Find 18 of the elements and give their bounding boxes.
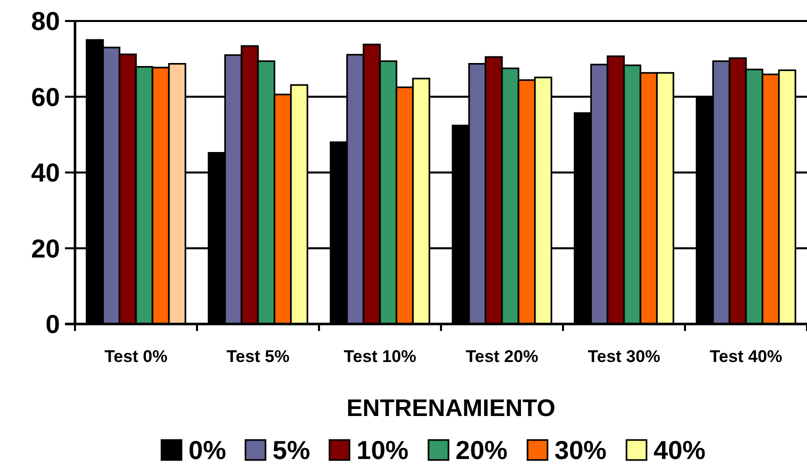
x-tick-label: Test 30% — [588, 347, 660, 366]
legend-label: 20% — [456, 435, 508, 465]
x-tick-label: Test 5% — [226, 347, 290, 366]
y-tick-label: 0 — [46, 309, 60, 340]
legend-label: 40% — [654, 435, 706, 465]
y-tick-label: 20 — [31, 233, 60, 264]
x-tick-label: Test 0% — [104, 347, 168, 366]
x-tick-label: Test 10% — [344, 347, 416, 366]
x-axis-title: ENTRENAMIENTO — [346, 395, 556, 422]
x-tick-label: Test 20% — [466, 347, 538, 366]
x-tick-label: Test 40% — [710, 347, 782, 366]
y-tick-label: 60 — [31, 82, 60, 112]
legend-label: 0% — [188, 435, 226, 465]
legend-label: 10% — [356, 435, 409, 465]
legend-label: 30% — [554, 435, 607, 465]
y-tick-label: 80 — [31, 6, 60, 36]
legend-label: 5% — [272, 435, 310, 465]
y-tick-label: 40 — [31, 158, 60, 188]
